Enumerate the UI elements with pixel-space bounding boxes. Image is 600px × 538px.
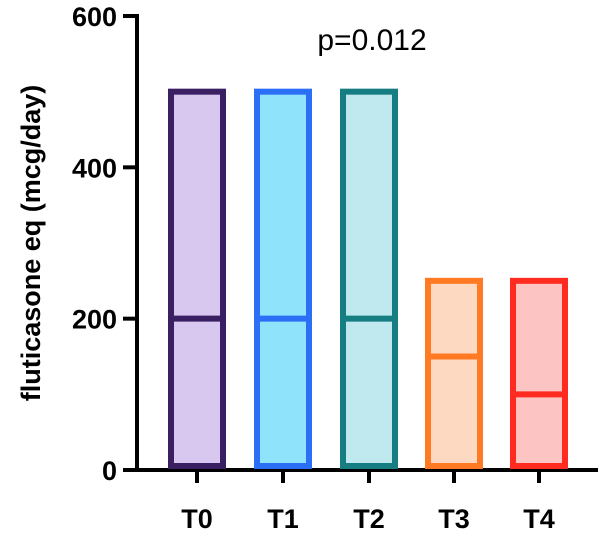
bar-t4	[510, 277, 568, 470]
p-value-annotation: p=0.012	[317, 24, 426, 57]
x-category-label: T4	[523, 504, 555, 533]
x-ticks: T0 T1 T2 T3 T4	[181, 470, 555, 534]
x-category-label: T2	[353, 504, 385, 533]
y-ticks: 0 200 400 600	[72, 2, 137, 486]
y-tick-label: 600	[72, 2, 117, 32]
y-tick-label: 0	[102, 456, 117, 486]
x-category-label: T1	[267, 504, 299, 533]
bar-t3	[425, 277, 483, 470]
bar-t0	[168, 88, 226, 470]
bar-t1	[254, 88, 312, 470]
x-category-label: T3	[438, 504, 470, 533]
x-category-label: T0	[181, 504, 213, 533]
axes	[135, 14, 598, 472]
bars	[168, 88, 568, 470]
y-tick-label: 200	[72, 305, 117, 335]
y-tick-label: 400	[72, 153, 117, 183]
bar-t2	[340, 88, 398, 470]
y-axis-title: fluticasone eq (mcg/day)	[16, 85, 46, 402]
